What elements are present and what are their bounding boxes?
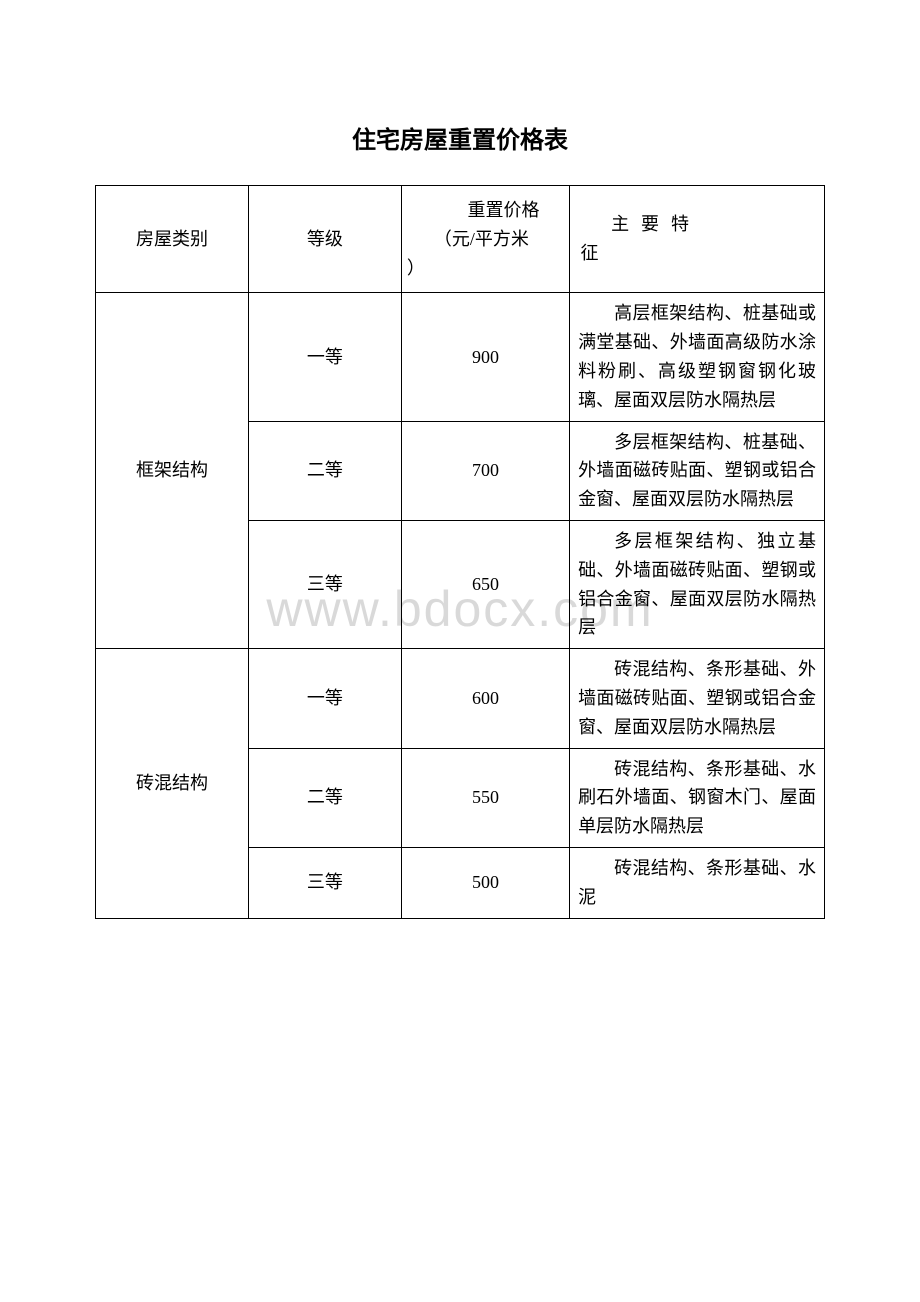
price-cell: 600 bbox=[401, 649, 569, 748]
feature-cell: 高层框架结构、桩基础或满堂基础、外墙面高级防水涂料粉刷、高级塑钢窗钢化玻璃、屋面… bbox=[570, 293, 825, 421]
grade-cell: 二等 bbox=[248, 421, 401, 520]
table-body: 框架结构 一等 900 高层框架结构、桩基础或满堂基础、外墙面高级防水涂料粉刷、… bbox=[96, 293, 825, 918]
header-category: 房屋类别 bbox=[96, 186, 249, 293]
header-price-close: ） bbox=[407, 254, 564, 283]
table-header-row: 房屋类别 等级 重置价格 （元/平方米 ） 主要特 征 bbox=[96, 186, 825, 293]
category-cell: 砖混结构 bbox=[96, 649, 249, 918]
grade-cell: 一等 bbox=[248, 293, 401, 421]
feature-cell: 砖混结构、条形基础、水刷石外墙面、钢窗木门、屋面单层防水隔热层 bbox=[570, 748, 825, 847]
header-feature: 主要特 征 bbox=[570, 186, 825, 293]
feature-cell: 砖混结构、条形基础、水泥 bbox=[570, 847, 825, 918]
header-grade: 等级 bbox=[248, 186, 401, 293]
price-cell: 650 bbox=[401, 520, 569, 648]
grade-cell: 一等 bbox=[248, 649, 401, 748]
header-price: 重置价格 （元/平方米 ） bbox=[401, 186, 569, 293]
header-feature-line2: 征 bbox=[575, 239, 819, 268]
feature-cell: 多层框架结构、桩基础、外墙面磁砖贴面、塑钢或铝合金窗、屋面双层防水隔热层 bbox=[570, 421, 825, 520]
grade-cell: 三等 bbox=[248, 520, 401, 648]
price-cell: 900 bbox=[401, 293, 569, 421]
price-table-container: 房屋类别 等级 重置价格 （元/平方米 ） 主要特 征 框架结构 一等 900 … bbox=[95, 185, 825, 919]
table-row: 砖混结构 一等 600 砖混结构、条形基础、外墙面磁砖贴面、塑钢或铝合金窗、屋面… bbox=[96, 649, 825, 748]
header-price-unit: （元/平方米 bbox=[407, 225, 564, 254]
grade-cell: 二等 bbox=[248, 748, 401, 847]
page-title: 住宅房屋重置价格表 bbox=[95, 120, 825, 155]
table-row: 框架结构 一等 900 高层框架结构、桩基础或满堂基础、外墙面高级防水涂料粉刷、… bbox=[96, 293, 825, 421]
grade-cell: 三等 bbox=[248, 847, 401, 918]
price-cell: 700 bbox=[401, 421, 569, 520]
header-feature-line1: 主要特 bbox=[575, 210, 819, 239]
price-table: 房屋类别 等级 重置价格 （元/平方米 ） 主要特 征 框架结构 一等 900 … bbox=[95, 185, 825, 919]
price-cell: 500 bbox=[401, 847, 569, 918]
feature-cell: 砖混结构、条形基础、外墙面磁砖贴面、塑钢或铝合金窗、屋面双层防水隔热层 bbox=[570, 649, 825, 748]
price-cell: 550 bbox=[401, 748, 569, 847]
header-price-label: 重置价格 bbox=[407, 196, 564, 225]
category-cell: 框架结构 bbox=[96, 293, 249, 649]
feature-cell: 多层框架结构、独立基础、外墙面磁砖贴面、塑钢或铝合金窗、屋面双层防水隔热层 bbox=[570, 520, 825, 648]
